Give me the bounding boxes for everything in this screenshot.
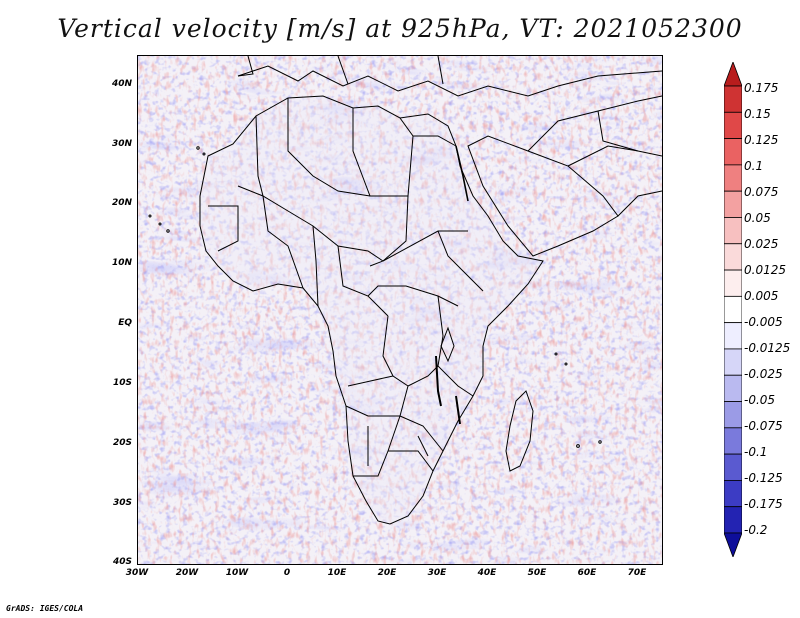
lon-label-10w: 10W bbox=[225, 568, 249, 578]
colorbar-swatch-15 bbox=[724, 453, 742, 481]
colorbar-label-14: -0.1 bbox=[744, 445, 768, 459]
colorbar-label-13: -0.075 bbox=[744, 419, 783, 433]
colorbar-label-17: -0.2 bbox=[744, 523, 768, 537]
lon-label-30e: 30E bbox=[427, 568, 447, 578]
colorbar-swatch-9 bbox=[724, 295, 742, 324]
map-title: Vertical velocity [m/s] at 925hPa, VT: 2… bbox=[57, 14, 743, 43]
lat-label-10n: 10N bbox=[111, 258, 132, 268]
colorbar-swatch-11 bbox=[724, 348, 742, 376]
colorbar-label-9: -0.005 bbox=[744, 315, 783, 329]
lon-label-70e: 70E bbox=[627, 568, 647, 578]
colorbar-label-11: -0.025 bbox=[744, 367, 783, 381]
colorbar-swatch-12 bbox=[724, 374, 742, 402]
africa-landmass bbox=[200, 96, 543, 524]
colorbar-swatch-top bbox=[724, 62, 742, 87]
lat-label-20s: 20S bbox=[112, 438, 132, 448]
colorbar-swatch-bottom bbox=[724, 532, 742, 557]
lat-label-eq: EQ bbox=[118, 318, 132, 328]
colorbar-label-8: 0.005 bbox=[744, 289, 779, 303]
colorbar-label-7: 0.0125 bbox=[744, 263, 786, 277]
map-plot-area bbox=[137, 55, 663, 565]
colorbar-label-1: 0.15 bbox=[744, 107, 771, 121]
lat-label-10s: 10S bbox=[112, 378, 132, 388]
lon-label-40e: 40E bbox=[477, 568, 497, 578]
colorbar-swatch-4 bbox=[724, 164, 742, 192]
colorbar-swatch-17 bbox=[724, 506, 742, 534]
colorbar-swatch-3 bbox=[724, 138, 742, 166]
colorbar-swatch-14 bbox=[724, 427, 742, 455]
colorbar-label-10: -0.0125 bbox=[744, 341, 791, 355]
lon-label-10e: 10E bbox=[327, 568, 347, 578]
colorbar-swatch-2 bbox=[724, 111, 742, 139]
lat-label-20n: 20N bbox=[111, 198, 132, 208]
lat-label-30n: 30N bbox=[111, 139, 132, 149]
lon-label-50e: 50E bbox=[527, 568, 547, 578]
colorbar-label-12: -0.05 bbox=[744, 393, 776, 407]
colorbar-swatch-16 bbox=[724, 480, 742, 508]
colorbar-swatch-7 bbox=[724, 243, 742, 271]
lat-label-40s: 40S bbox=[112, 557, 132, 567]
colorbar-swatch-13 bbox=[724, 401, 742, 429]
colorbar bbox=[724, 62, 742, 557]
lon-label-20w: 20W bbox=[175, 568, 199, 578]
country-borders bbox=[148, 56, 662, 525]
colorbar-label-6: 0.025 bbox=[744, 237, 779, 251]
colorbar-label-15: -0.125 bbox=[744, 471, 783, 485]
lat-label-40n: 40N bbox=[111, 79, 132, 89]
colorbar-label-5: 0.05 bbox=[744, 211, 771, 225]
colorbar-swatch-8 bbox=[724, 269, 742, 297]
colorbar-swatch-6 bbox=[724, 217, 742, 245]
colorbar-swatch-10 bbox=[724, 322, 742, 350]
lon-label-0: 0 bbox=[283, 568, 291, 578]
lat-label-30s: 30S bbox=[112, 498, 132, 508]
colorbar-label-4: 0.075 bbox=[744, 185, 779, 199]
colorbar-label-16: -0.175 bbox=[744, 497, 783, 511]
colorbar-swatch-1 bbox=[724, 85, 742, 113]
colorbar-label-3: 0.1 bbox=[744, 159, 764, 173]
grads-credit: GrADS: IGES/COLA bbox=[6, 604, 84, 613]
colorbar-label-2: 0.125 bbox=[744, 133, 779, 147]
colorbar-label-0: 0.175 bbox=[744, 81, 779, 95]
lon-label-30w: 30W bbox=[125, 568, 149, 578]
colorbar-swatch-5 bbox=[724, 190, 742, 218]
vertical-velocity-map bbox=[138, 56, 662, 564]
lon-label-60e: 60E bbox=[577, 568, 597, 578]
lon-label-20e: 20E bbox=[377, 568, 397, 578]
